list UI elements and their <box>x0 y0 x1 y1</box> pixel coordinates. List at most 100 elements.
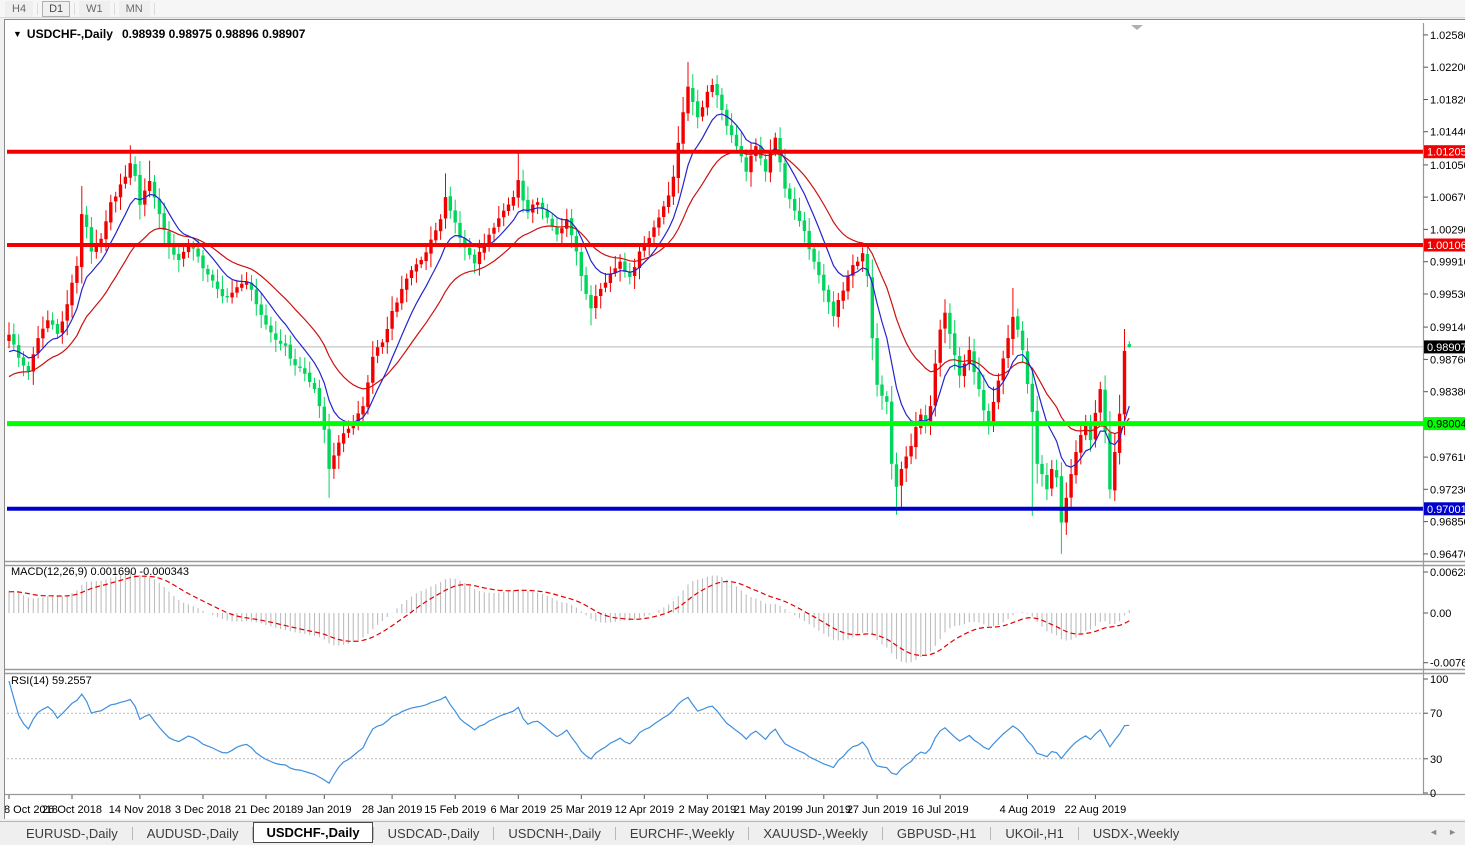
timeframe-toolbar: H4 D1 W1 MN <box>0 0 1465 18</box>
price-tick-label: 1.01050 <box>1430 160 1465 172</box>
toolbar-separator <box>74 2 76 15</box>
chart-window: 1.02580 1.02200 1.01820 1.01440 1.01050 1.006… <box>4 19 1465 819</box>
rsi-tick-label: 0 <box>1430 788 1436 800</box>
tab-scroll-left-icon[interactable]: ◄ <box>1429 827 1439 837</box>
svg-text:0.98004: 0.98004 <box>1427 419 1465 431</box>
symbol-dropdown-icon[interactable]: ▼ <box>13 29 22 39</box>
chart-tab-audusd-daily[interactable]: AUDUSD-,Daily <box>146 826 239 841</box>
panel-separators <box>5 23 1465 796</box>
chart-tab-eurchf-weekly[interactable]: EURCHF-,Weekly <box>629 826 735 841</box>
chart-title: ▼ USDCHF-,Daily 0.98939 0.98975 0.98896 0.… <box>13 27 305 41</box>
price-axis[interactable]: 1.02580 1.02200 1.01820 1.01440 1.01050 1.006… <box>1423 30 1465 800</box>
current-price-badge <box>1424 340 1465 354</box>
rsi-tick-label: 30 <box>1430 754 1442 766</box>
date-tick-label: 22 Aug 2019 <box>1065 804 1127 816</box>
date-tick-label: 3 Dec 2018 <box>175 804 231 816</box>
date-tick-label: 6 Mar 2019 <box>490 804 546 816</box>
macd-indicator-label: MACD(12,26,9) 0.001690 -0.000343 <box>11 566 189 578</box>
toolbar-separator <box>153 2 155 15</box>
date-tick-label: 21 Dec 2018 <box>235 804 297 816</box>
timeframe-button-mn[interactable]: MN <box>118 0 150 17</box>
timeframe-button-w1[interactable]: W1 <box>79 0 110 17</box>
rsi-indicator-label: RSI(14) 59.2557 <box>11 675 92 687</box>
fast-ma-line <box>8 113 1130 468</box>
chart-shift-marker-icon[interactable] <box>1131 25 1143 30</box>
price-tick-label: 1.00670 <box>1430 192 1465 204</box>
date-tick-label: 4 Aug 2019 <box>1000 804 1056 816</box>
macd-tick-label: -0.00762 <box>1430 658 1465 670</box>
rsi-panel <box>7 680 1423 784</box>
price-panel <box>7 25 1423 554</box>
level-price-badge <box>1424 145 1465 159</box>
tab-scroll-right-icon[interactable]: ► <box>1448 827 1457 837</box>
date-tick-label: 8 Oct 2018 <box>5 804 58 816</box>
date-tick-label: 2 May 2019 <box>679 804 736 816</box>
date-tick-label: 16 Jul 2019 <box>912 804 969 816</box>
date-tick-label: 9 Jan 2019 <box>297 804 351 816</box>
chart-canvas[interactable]: 1.02580 1.02200 1.01820 1.01440 1.01050 1.006… <box>5 20 1465 819</box>
tab-separator <box>990 827 992 840</box>
chart-tab-usdx-weekly[interactable]: USDX-,Weekly <box>1092 826 1180 841</box>
svg-text:1.01205: 1.01205 <box>1427 147 1465 159</box>
rsi-line <box>8 680 1130 784</box>
svg-text:0.97001: 0.97001 <box>1427 504 1465 516</box>
date-tick-label: 21 May 2019 <box>734 804 798 816</box>
date-tick-label: 12 Apr 2019 <box>615 804 674 816</box>
chart-tab-gbpusd-h1[interactable]: GBPUSD-,H1 <box>896 826 977 841</box>
date-tick-label: 25 Mar 2019 <box>550 804 612 816</box>
tab-separator <box>748 827 750 840</box>
macd-signal-line <box>8 575 1130 657</box>
level-price-badge <box>1424 502 1465 516</box>
timeframe-button-d1[interactable]: D1 <box>42 0 71 17</box>
tab-scroll-buttons: ◄ ► <box>1429 827 1457 837</box>
macd-tick-label: 0.006286 <box>1430 567 1465 579</box>
date-tick-label: 28 Jan 2019 <box>362 804 423 816</box>
candles-layer <box>7 62 1131 554</box>
chart-tab-usdchf-daily[interactable]: USDCHF-,Daily <box>253 822 373 843</box>
tab-separator <box>1077 827 1079 840</box>
macd-panel <box>8 572 1130 663</box>
chart-tab-usdcnh-daily[interactable]: USDCNH-,Daily <box>508 826 601 841</box>
chart-tab-bar: EURUSD-,Daily AUDUSD-,Daily USDCHF-,Daily U… <box>0 821 1465 845</box>
toolbar-separator <box>37 2 39 15</box>
svg-text:1.00106: 1.00106 <box>1427 240 1465 252</box>
chart-tab-xauusd-weekly[interactable]: XAUUSD-,Weekly <box>763 826 868 841</box>
date-tick-label: 15 Feb 2019 <box>424 804 486 816</box>
chart-tab-usdcad-daily[interactable]: USDCAD-,Daily <box>387 826 480 841</box>
chart-symbol-label: USDCHF-,Daily <box>26 27 113 41</box>
level-price-badge <box>1424 417 1465 431</box>
price-tick-label: 1.01440 <box>1430 127 1465 139</box>
tab-separator <box>493 827 495 840</box>
tab-separator <box>131 827 133 840</box>
tab-separator <box>252 827 254 840</box>
timeframe-button-h4[interactable]: H4 <box>5 0 34 17</box>
macd-tick-label: 0.00 <box>1430 608 1451 620</box>
chart-tab-eurusd-daily[interactable]: EURUSD-,Daily <box>26 826 118 841</box>
rsi-tick-label: 100 <box>1430 674 1448 686</box>
chart-ohlc-values: 0.98939 0.98975 0.98896 0.98907 <box>121 27 306 41</box>
date-tick-label: 26 Oct 2018 <box>42 804 102 816</box>
price-tick-label: 1.02580 <box>1430 30 1465 42</box>
slow-ma-line <box>8 151 1130 435</box>
svg-text:0.98907: 0.98907 <box>1427 342 1465 354</box>
price-tick-label: 1.01820 <box>1430 95 1465 107</box>
price-axis-badges: 1.01205 1.00106 0.98004 0.97001 0.98907 <box>1424 145 1465 516</box>
price-tick-label: 1.02200 <box>1430 62 1465 74</box>
chart-tab-ukoil-h1[interactable]: UKOil-,H1 <box>1005 826 1064 841</box>
date-tick-label: 14 Nov 2018 <box>109 804 171 816</box>
tab-separator <box>372 827 374 840</box>
tab-separator <box>614 827 616 840</box>
tab-separator <box>881 827 883 840</box>
toolbar-separator <box>113 2 115 15</box>
